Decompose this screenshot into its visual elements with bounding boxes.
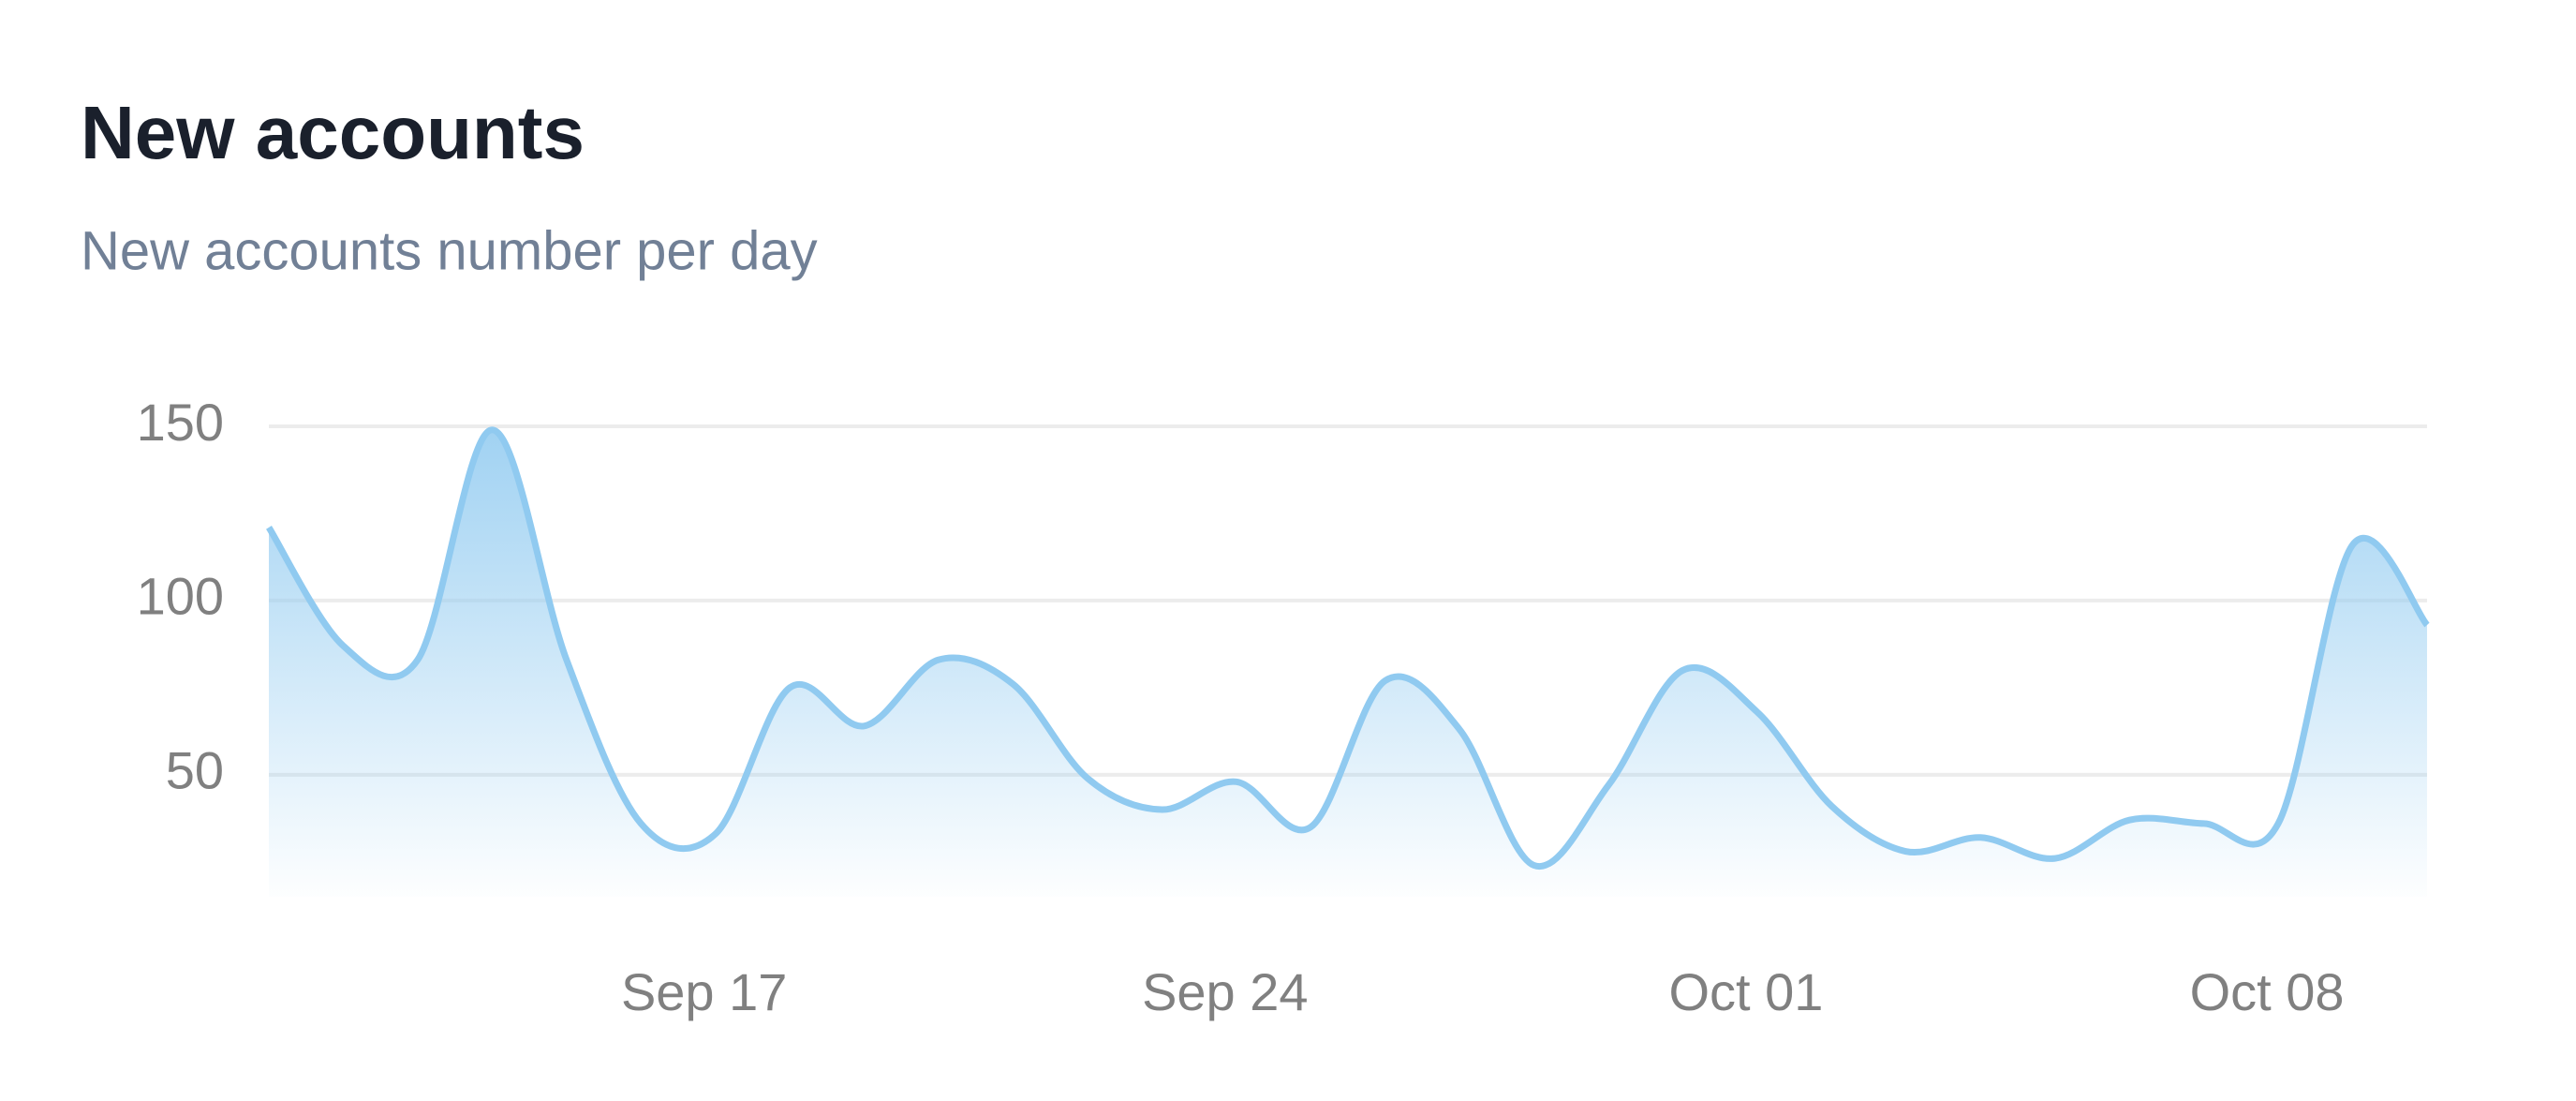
y-tick-label: 100: [137, 567, 224, 626]
area-fill: [269, 429, 2427, 897]
x-tick-label: Oct 08: [2190, 962, 2345, 1021]
y-tick-label: 150: [137, 393, 224, 452]
x-tick-label: Sep 17: [621, 962, 788, 1021]
line: [266, 426, 2430, 870]
x-tick-label: Oct 01: [1668, 962, 1823, 1021]
chart-subtitle: New accounts number per day: [81, 220, 818, 281]
chart-title: New accounts: [81, 91, 585, 174]
y-tick-label: 50: [166, 741, 224, 800]
x-tick-label: Sep 24: [1142, 962, 1309, 1021]
